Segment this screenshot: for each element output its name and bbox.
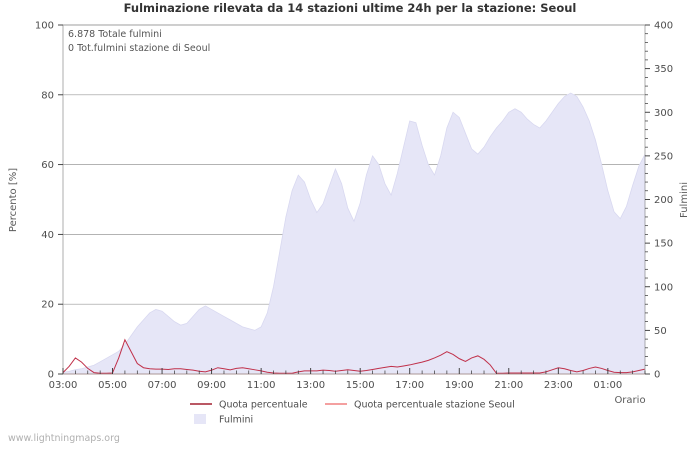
left-tick-label: 20 [41,300,54,311]
x-tick-label: 19:00 [445,380,474,391]
left-tick-label: 60 [41,160,54,171]
x-tick-label: 03:00 [49,380,78,391]
page-title: Fulminazione rilevata da 14 stazioni ult… [124,1,577,15]
line-quota-percentuale [62,338,646,374]
right-tick-label: 50 [654,326,667,337]
x-tick-label: 07:00 [148,380,177,391]
watermark: www.lightningmaps.org [8,433,120,444]
area-fulmini [62,92,646,375]
x-tick-label: 13:00 [296,380,325,391]
left-axis-ticks: 0 20 40 60 80 100 [35,21,63,381]
x-tick-label: 21:00 [494,380,523,391]
x-tick-label: 05:00 [98,380,127,391]
right-tick-label: 350 [654,64,673,75]
x-tick-label: 15:00 [346,380,375,391]
left-tick-label: 40 [41,230,54,241]
x-axis-ticks: 03:00 05:00 07:00 09:00 11:00 13:00 15:00 17:00… [49,368,646,391]
left-tick-label: 100 [35,21,54,32]
right-tick-label: 200 [654,195,673,206]
right-tick-label: 0 [654,370,660,381]
x-tick-label: 11:00 [247,380,276,391]
right-tick-label: 150 [654,239,673,250]
legend-swatch [194,414,206,424]
x-tick-label: 09:00 [197,380,226,391]
legend-label: Quota percentuale [219,400,308,411]
chart-legend: Quota percentuale Quota percentuale stazi… [190,400,515,426]
fulmini-area-series [62,92,646,375]
right-axis-label: Fulmini [679,182,690,218]
legend-label: Quota percentuale stazione Seoul [354,400,515,411]
left-axis-label: Percento [%] [8,168,19,232]
annotation-station-total: 0 Tot.fulmini stazione di Seoul [68,43,210,54]
x-tick-label: 17:00 [395,380,424,391]
annotation-total: 6.878 Totale fulmini [68,29,162,40]
right-tick-label: 100 [654,282,673,293]
left-tick-label: 0 [48,370,54,381]
left-tick-label: 80 [41,90,54,101]
right-tick-label: 400 [654,21,673,32]
x-tick-label: 01:00 [593,380,622,391]
right-axis-ticks: 0 50 100 150 200 250 300 350 400 [645,21,673,381]
x-tick-label: 23:00 [544,380,573,391]
legend-label: Fulmini [219,415,253,426]
x-axis-label: Orario [614,395,645,406]
right-tick-label: 300 [654,108,673,119]
right-tick-label: 250 [654,151,673,162]
